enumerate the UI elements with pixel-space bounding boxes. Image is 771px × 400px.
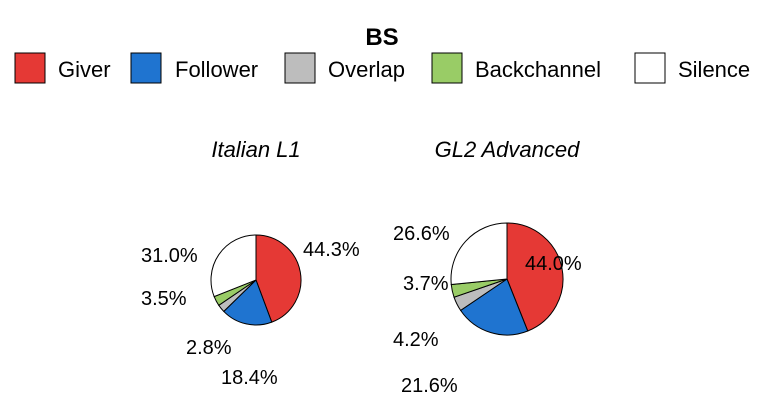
pie-slice-giver (255, 234, 302, 323)
slice-label-backchannel: 3.7% (403, 273, 449, 295)
pie-title-italian-l1: Italian L1 (211, 137, 300, 162)
pie-slice-follower (459, 278, 529, 336)
slice-label-backchannel: 3.5% (141, 288, 187, 310)
slice-label-overlap: 4.2% (393, 329, 439, 351)
slice-label-giver: 44.0% (525, 253, 582, 275)
slice-label-giver: 44.3% (303, 239, 360, 261)
legend: Giver Follower Overlap Backchannel Silen… (14, 52, 750, 84)
legend-label-backchannel: Backchannel (475, 57, 601, 82)
legend-swatch-follower (130, 52, 162, 84)
slice-label-overlap: 2.8% (186, 337, 232, 359)
slice-label-follower: 18.4% (221, 367, 278, 389)
legend-label-silence: Silence (678, 57, 750, 82)
legend-swatch-backchannel (431, 52, 463, 84)
pie-italian-l1-labels: 44.3% 18.4% 2.8% 3.5% 31.0% (141, 239, 360, 389)
legend-label-giver: Giver (58, 57, 111, 82)
pie-slice-giver (506, 222, 564, 332)
slice-label-silence: 26.6% (393, 223, 450, 245)
legend-label-overlap: Overlap (328, 57, 405, 82)
pie-title-gl2-advanced: GL2 Advanced (435, 137, 580, 162)
legend-swatch-overlap (284, 52, 316, 84)
legend-label-follower: Follower (175, 57, 258, 82)
pie-slice-follower (223, 279, 273, 326)
pie-italian-l1 (210, 234, 302, 326)
chart-title: BS (365, 24, 398, 51)
slice-label-follower: 21.6% (401, 375, 458, 397)
legend-swatch-giver (14, 52, 46, 84)
pie-gl2-advanced-labels: 44.0% 21.6% 4.2% 3.7% 26.6% (393, 223, 582, 397)
pie-slice-silence (450, 222, 508, 286)
legend-swatch-silence (634, 52, 666, 84)
slice-label-silence: 31.0% (141, 245, 198, 267)
pie-slice-silence (210, 234, 257, 298)
pie-gl2-advanced (450, 222, 564, 336)
